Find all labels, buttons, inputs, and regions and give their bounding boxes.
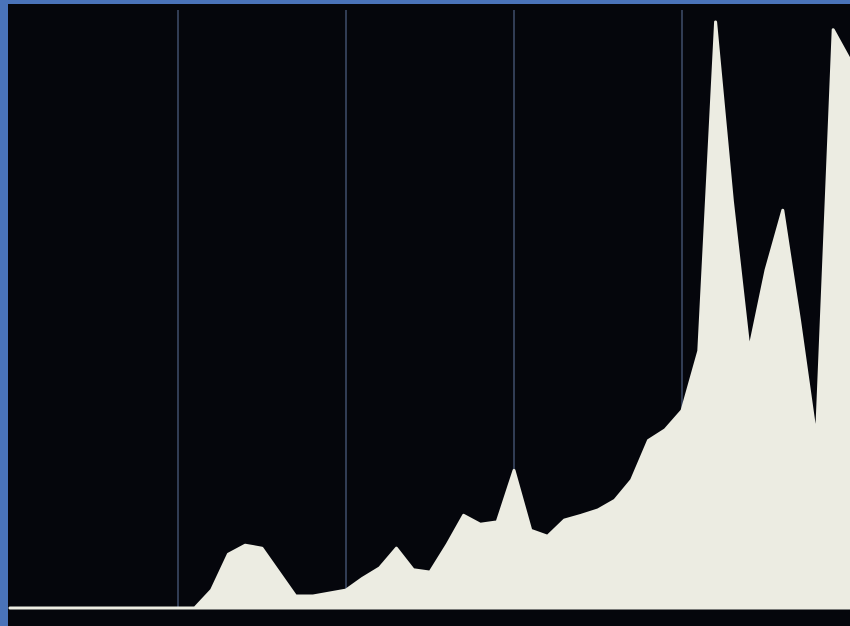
histogram-area bbox=[8, 20, 850, 610]
